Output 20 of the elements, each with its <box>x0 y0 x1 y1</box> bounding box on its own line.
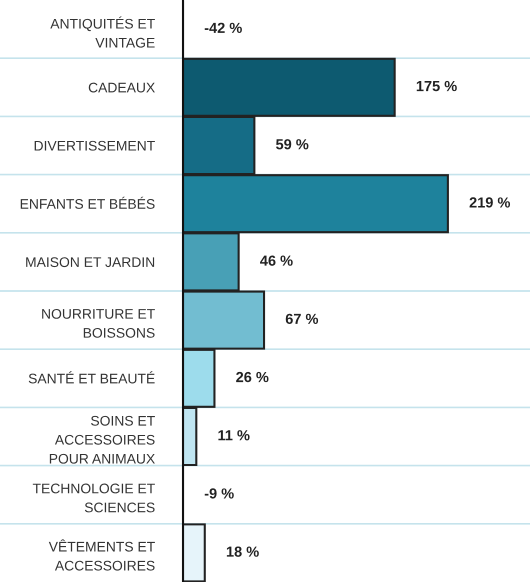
data-label: 219 % <box>470 197 510 208</box>
y-tick-label: MAISON ET JARDIN <box>26 257 154 268</box>
y-tick-label: VÊTEMENTS ET ACCESSOIRES <box>48 539 155 571</box>
text: -9 % <box>204 488 234 499</box>
data-label: 11 % <box>218 430 250 440</box>
y-tick-label: CADEAUX <box>88 82 155 92</box>
text: -42 % <box>204 22 242 33</box>
y-tick-label: SOINS ET ACCESSOIRES POUR ANIMAUX <box>50 416 155 464</box>
data-label: 59 % <box>276 139 308 150</box>
y-tick-label: SANTÉ ET BEAUTÉ <box>28 371 155 384</box>
data-label: 46 % <box>260 255 293 266</box>
data-label: 175 % <box>416 80 457 92</box>
y-tick-label: NOURRITURE ET BOISSONS <box>42 308 155 338</box>
data-label: 26 % <box>236 372 268 382</box>
y-tick-label: ENFANTS ET BÉBÉS <box>20 196 155 209</box>
data-label: 18 % <box>226 546 259 557</box>
y-tick-label: ANTIQUITÉS ET VINTAGE <box>50 16 155 48</box>
y-tick-label: DIVERTISSEMENT <box>34 140 155 151</box>
data-label: 67 % <box>286 314 318 324</box>
y-tick-label: TECHNOLOGIE ET SCIENCES <box>32 484 155 512</box>
